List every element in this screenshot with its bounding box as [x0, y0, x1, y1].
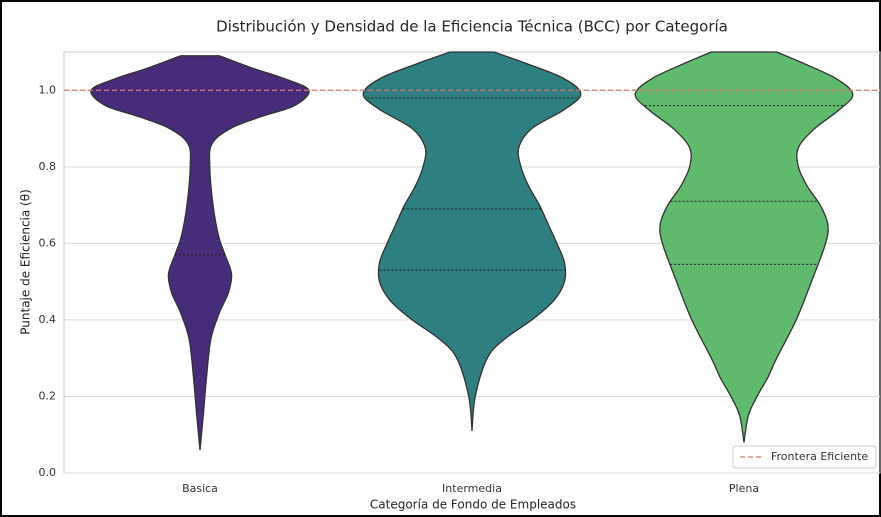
y-tick-label: 0.4 — [39, 313, 57, 326]
y-tick-label: 1.0 — [39, 83, 57, 96]
y-tick-label: 0.0 — [39, 466, 57, 479]
legend-box — [732, 445, 877, 469]
violin — [634, 51, 854, 443]
y-tick-label: 0.6 — [39, 236, 57, 249]
violin — [90, 55, 310, 451]
x-axis-label: Categoría de Fondo de Empleados — [370, 498, 576, 512]
y-tick-label: 0.2 — [39, 389, 57, 402]
y-axis-label: Puntaje de Eficiencia (θ) — [19, 189, 33, 335]
x-tick-label: Basica — [182, 482, 218, 495]
legend: Frontera Eficiente — [732, 445, 877, 469]
x-tick-label: Intermedia — [442, 482, 502, 495]
y-tick-label: 0.8 — [39, 160, 57, 173]
legend-label: Frontera Eficiente — [771, 450, 868, 463]
chart-title: Distribución y Densidad de la Eficiencia… — [216, 18, 728, 36]
x-tick-label: Plena — [729, 482, 759, 495]
violin — [362, 51, 582, 431]
